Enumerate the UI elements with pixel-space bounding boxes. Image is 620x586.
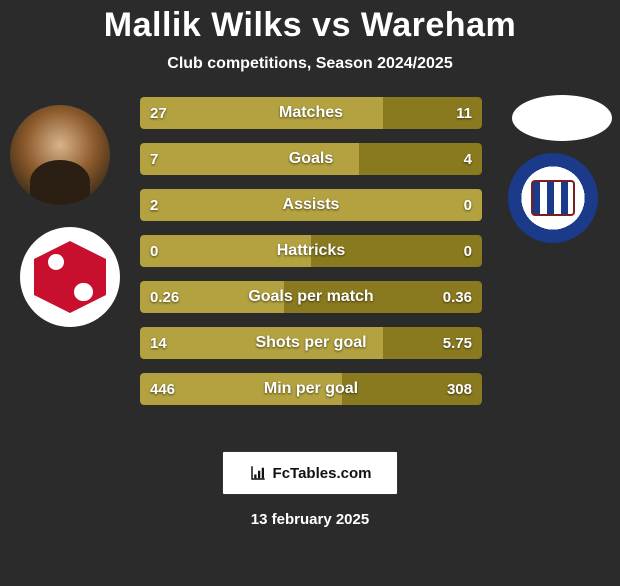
club-right-badge (508, 153, 598, 243)
subtitle: Club competitions, Season 2024/2025 (0, 55, 620, 73)
stat-row: Matches2711 (140, 97, 482, 129)
stat-bar-left (140, 373, 342, 405)
stat-row: Hattricks00 (140, 235, 482, 267)
stat-bar-left (140, 327, 383, 359)
page-title: Mallik Wilks vs Wareham (0, 6, 620, 45)
chart-icon (249, 464, 267, 482)
stat-row: Min per goal446308 (140, 373, 482, 405)
club-left-shield-icon (34, 241, 106, 313)
club-left-badge (20, 227, 120, 327)
stat-row: Shots per goal145.75 (140, 327, 482, 359)
stats-bars: Matches2711 Goals74 Assists20 Hattricks00 Go… (140, 97, 482, 419)
date-label: 13 february 2025 (0, 511, 620, 528)
player-left-avatar (10, 105, 110, 205)
stat-bar-left (140, 281, 284, 313)
stat-bar-left (140, 97, 383, 129)
stat-bar-left (140, 235, 311, 267)
club-right-stripes-icon (531, 180, 575, 216)
source-card: FcTables.com (222, 451, 398, 495)
stat-bar-left (140, 143, 359, 175)
source-label: FcTables.com (273, 465, 372, 482)
content-area: Matches2711 Goals74 Assists20 Hattricks00 Go… (0, 97, 620, 437)
stat-row: Goals74 (140, 143, 482, 175)
stat-row: Assists20 (140, 189, 482, 221)
stat-row: Goals per match0.260.36 (140, 281, 482, 313)
player-right-placeholder (512, 95, 612, 141)
stat-bar-left (140, 189, 482, 221)
